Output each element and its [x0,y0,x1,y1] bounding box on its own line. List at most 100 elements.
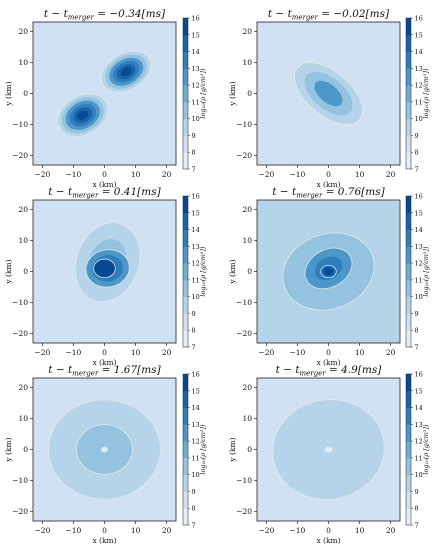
colorbar-swatch [406,118,411,136]
x-tick-label: 10 [355,348,365,357]
x-tick-label: 20 [386,526,396,535]
colorbar-swatch [406,229,411,247]
x-axis-label: x (km) [92,536,116,545]
colorbar-tick-label: 7 [415,166,419,174]
density-contour [93,258,116,279]
colorbar-swatch [406,51,411,69]
colorbar-swatch [406,330,411,348]
colorbar-label: log₁₀(ρ [g/cm³]) [422,246,430,297]
colorbar-tick-label: 12 [415,260,423,268]
colorbar-swatch [183,407,188,425]
colorbar-swatch [183,152,188,170]
y-tick-label: 10 [18,414,28,423]
colorbar-label: log₁₀(ρ [g/cm³]) [199,424,207,475]
colorbar-swatch [183,441,188,459]
colorbar-tick-label: 11 [415,454,423,462]
colorbar-tick-label: 11 [192,98,200,106]
colorbar-tick-label: 11 [415,276,423,284]
colorbar-tick-label: 9 [415,132,419,140]
y-tick-label: −10 [12,120,28,129]
y-tick-label: −20 [12,329,28,338]
colorbar-swatch [406,263,411,281]
x-tick-label: −10 [289,348,305,357]
panel-title: t − tmerger = 1.67[ms] [48,364,161,378]
colorbar-tick-label: 10 [415,293,423,301]
colorbar-swatch [406,196,411,214]
y-axis-label: y (km) [228,437,237,462]
colorbar-tick-label: 14 [415,48,423,56]
y-tick-label: 20 [242,27,252,36]
density-contour [324,446,333,453]
colorbar-swatch [183,135,188,153]
colorbar-tick-label: 16 [415,193,423,201]
x-tick-label: −20 [258,170,274,179]
panel-4: t − tmerger = 0.76[ms] −20 −10 0 10 20 −20 −10 0… [228,186,430,367]
colorbar-tick-label: 7 [415,522,419,530]
colorbar-tick-label: 13 [415,65,423,73]
colorbar-tick-label: 14 [192,48,200,56]
x-tick-label: −20 [34,526,50,535]
colorbar-swatch [406,407,411,425]
colorbar-swatch [406,491,411,509]
colorbar-swatch [406,390,411,408]
x-tick-label: −20 [258,526,274,535]
x-tick-label: 10 [131,348,141,357]
colorbar-tick-label: 10 [415,115,423,123]
x-tick-label: 0 [326,170,331,179]
colorbar-tick-label: 7 [192,166,196,174]
colorbar-tick-label: 9 [192,132,196,140]
panel-3: t − tmerger = 0.41[ms] −20 −10 0 10 20 −20 −10 0… [4,186,207,367]
colorbar-swatch [406,135,411,153]
colorbar-swatch [183,68,188,86]
colorbar-tick-label: 13 [192,243,200,251]
colorbar-swatch [406,246,411,264]
x-tick-label: 20 [386,348,396,357]
x-tick-label: 0 [102,348,107,357]
y-tick-label: 20 [18,205,28,214]
colorbar-swatch [183,508,188,526]
colorbar: 7 8 9 10 11 12 13 14 15 16 log₁₀(ρ [g/cm³]) [405,371,430,530]
colorbar-tick-label: 10 [192,293,200,301]
y-tick-label: −20 [12,507,28,516]
colorbar-swatch [183,101,188,120]
colorbar: 7 8 9 10 11 12 13 14 15 16 log₁₀(ρ [g/cm³]) [182,15,207,174]
colorbar-tick-label: 9 [415,310,419,318]
y-tick-label: 0 [23,267,28,276]
colorbar-tick-label: 13 [415,243,423,251]
colorbar-tick-label: 15 [415,31,423,39]
y-axis-label: y (km) [4,259,13,284]
x-axis-label: x (km) [92,358,116,367]
x-axis-label: x (km) [316,358,340,367]
colorbar-tick-label: 8 [415,505,419,513]
density-contour [77,110,89,120]
colorbar-frame [182,17,189,170]
colorbar-label: log₁₀(ρ [g/cm³]) [199,246,207,297]
colorbar-label: log₁₀(ρ [g/cm³]) [199,68,207,119]
colorbar-tick-label: 12 [415,82,423,90]
colorbar-label: log₁₀(ρ [g/cm³]) [422,68,430,119]
colorbar: 7 8 9 10 11 12 13 14 15 16 log₁₀(ρ [g/cm³]) [405,193,430,352]
colorbar-swatch [183,424,188,442]
y-tick-label: −10 [236,298,252,307]
panel-title: t − tmerger = −0.34[ms] [44,8,166,22]
x-axis-label: x (km) [316,536,340,545]
colorbar-tick-label: 13 [415,421,423,429]
colorbar-swatch [183,229,188,247]
colorbar-tick-label: 16 [192,193,200,201]
colorbar-swatch [406,508,411,526]
y-tick-label: 20 [242,383,252,392]
colorbar-swatch [183,390,188,408]
colorbar-tick-label: 14 [415,404,423,412]
colorbar-swatch [406,374,411,392]
colorbar-tick-label: 15 [415,387,423,395]
colorbar-tick-label: 16 [415,15,423,23]
colorbar-tick-label: 7 [192,344,196,352]
panel-2: t − tmerger = −0.02[ms] −20 −10 0 10 20 −20 −10… [228,8,430,189]
colorbar-swatch [183,85,188,103]
x-tick-label: −10 [289,526,305,535]
x-axis-label: x (km) [92,180,116,189]
colorbar-swatch [183,18,188,36]
x-tick-label: 0 [326,526,331,535]
panel-6: t − tmerger = 4.9[ms] −20 −10 0 10 20 −20 −10 0 1… [228,364,430,545]
y-axis-label: y (km) [4,437,13,462]
